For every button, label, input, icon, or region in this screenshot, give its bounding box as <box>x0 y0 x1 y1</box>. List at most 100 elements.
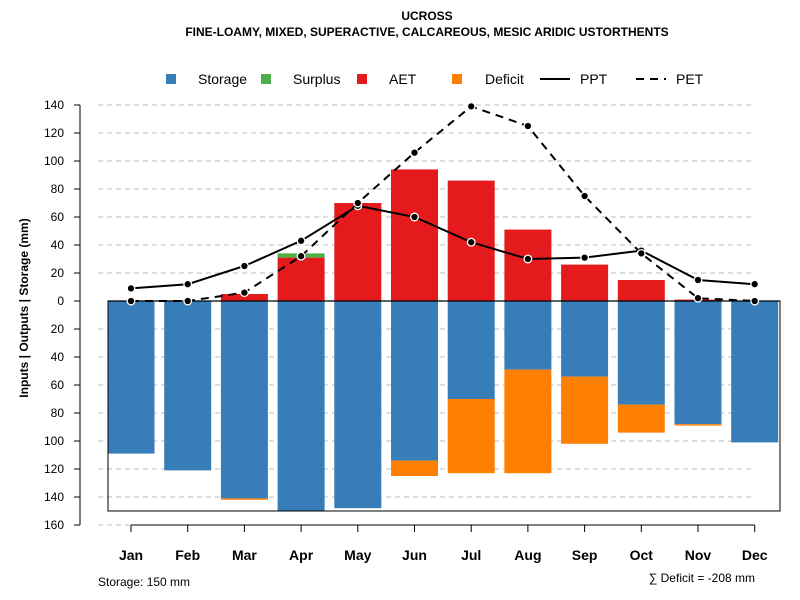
y-tick-label: 100 <box>44 154 64 168</box>
y-tick-label: 160 <box>44 518 64 532</box>
y-tick-label: 40 <box>51 350 65 364</box>
point-pet <box>239 288 249 298</box>
bar-storage <box>220 301 268 499</box>
point-pet <box>296 251 306 261</box>
footer-storage: Storage: 150 mm <box>98 575 190 589</box>
bar-deficit <box>561 376 609 444</box>
bar-storage <box>391 301 438 461</box>
bar-storage <box>164 301 212 471</box>
bar-aet <box>504 229 552 301</box>
line-pet <box>131 105 755 302</box>
point-ppt <box>693 275 703 285</box>
bar-storage <box>731 301 779 443</box>
y-axis: 140 120 100 80 60 40 20 0 20 40 60 80 100 120 140 160 <box>44 98 81 532</box>
point-pet <box>523 121 533 131</box>
y-tick-label: 100 <box>44 434 64 448</box>
point-pet <box>580 191 590 201</box>
y-tick-label: 20 <box>51 322 65 336</box>
y-axis-label: Inputs | Outputs | Storage (mm) <box>17 218 31 397</box>
bar-deficit <box>674 424 722 426</box>
x-tick-label: Jul <box>461 547 481 563</box>
point-pet <box>126 296 136 306</box>
point-pet <box>466 101 476 111</box>
legend-label-deficit: Deficit <box>485 71 524 87</box>
point-ppt <box>183 279 193 289</box>
plot-frame <box>107 300 781 512</box>
chart-subtitle: FINE-LOAMY, MIXED, SUPERACTIVE, CALCAREO… <box>185 25 668 39</box>
line-ppt <box>130 204 755 290</box>
bar-deficit <box>220 498 268 500</box>
x-tick-label: Oct <box>630 547 654 563</box>
bar-deficit <box>617 404 665 433</box>
bar-deficit <box>391 460 438 476</box>
point-pet <box>750 296 760 306</box>
x-tick-label: May <box>344 547 371 563</box>
y-tick-label: 60 <box>51 210 65 224</box>
y-tick-label: 140 <box>44 490 64 504</box>
legend-swatch-aet <box>357 74 367 84</box>
point-ppt <box>466 237 476 247</box>
point-ppt <box>239 261 249 271</box>
x-tick-label: Sep <box>572 547 598 563</box>
legend-label-aet: AET <box>389 71 417 87</box>
x-tick-label: Aug <box>514 547 541 563</box>
point-ppt <box>580 253 590 263</box>
bar-aet <box>617 280 665 301</box>
bars <box>107 169 779 511</box>
bar-aet <box>391 169 438 301</box>
legend-label-pet: PET <box>676 71 704 87</box>
point-ppt <box>523 254 533 264</box>
series-lines <box>126 101 760 306</box>
bar-storage <box>561 301 609 377</box>
bar-storage <box>504 301 552 370</box>
bar-storage <box>617 301 665 405</box>
bar-aet <box>277 257 325 301</box>
legend-swatch-surplus <box>261 74 271 84</box>
y-tick-label: 120 <box>44 126 64 140</box>
x-tick-label: Feb <box>175 547 200 563</box>
x-tick-label: Mar <box>232 547 257 563</box>
y-tick-label: 0 <box>57 294 64 308</box>
point-pet <box>353 198 363 208</box>
bar-storage <box>674 301 722 425</box>
footer-deficit: ∑ Deficit = -208 mm <box>649 571 755 585</box>
y-tick-label: 120 <box>44 462 64 476</box>
x-tick-label: Jun <box>402 547 427 563</box>
x-axis: Jan Feb Mar Apr May Jun Jul Aug Sep Oct Nov Dec <box>119 524 768 563</box>
bar-storage <box>107 301 155 454</box>
point-pet <box>410 148 419 158</box>
x-tick-label: Apr <box>289 547 314 563</box>
y-tick-label: 80 <box>51 406 65 420</box>
bar-aet <box>220 294 268 301</box>
y-tick-label: 60 <box>51 378 65 392</box>
y-tick-label: 20 <box>51 266 65 280</box>
legend-label-ppt: PPT <box>580 71 608 87</box>
legend-swatch-storage <box>166 74 176 84</box>
point-ppt <box>126 283 136 293</box>
y-tick-label: 40 <box>51 238 65 252</box>
y-tick-label: 80 <box>51 182 65 196</box>
point-pet <box>636 248 646 258</box>
point-ppt <box>410 212 419 222</box>
bar-deficit <box>504 369 552 474</box>
bar-aet <box>334 203 382 301</box>
legend-swatch-deficit <box>452 74 462 84</box>
legend-label-storage: Storage <box>198 71 247 87</box>
point-ppt <box>296 236 306 246</box>
point-pet <box>693 293 703 303</box>
x-tick-label: Jan <box>119 547 143 563</box>
point-pet <box>183 296 193 306</box>
bar-storage <box>277 301 325 511</box>
chart-title: UCROSS <box>401 9 452 23</box>
y-tick-label: 140 <box>44 98 64 112</box>
legend-label-surplus: Surplus <box>293 71 340 87</box>
legend: Storage Surplus AET Deficit PPT PET <box>166 71 704 87</box>
bar-deficit <box>447 399 495 474</box>
point-ppt <box>750 279 760 289</box>
bar-storage <box>447 301 495 399</box>
x-tick-label: Nov <box>685 547 712 563</box>
bar-storage <box>334 301 382 509</box>
bar-aet <box>561 264 609 301</box>
x-tick-label: Dec <box>742 547 768 563</box>
